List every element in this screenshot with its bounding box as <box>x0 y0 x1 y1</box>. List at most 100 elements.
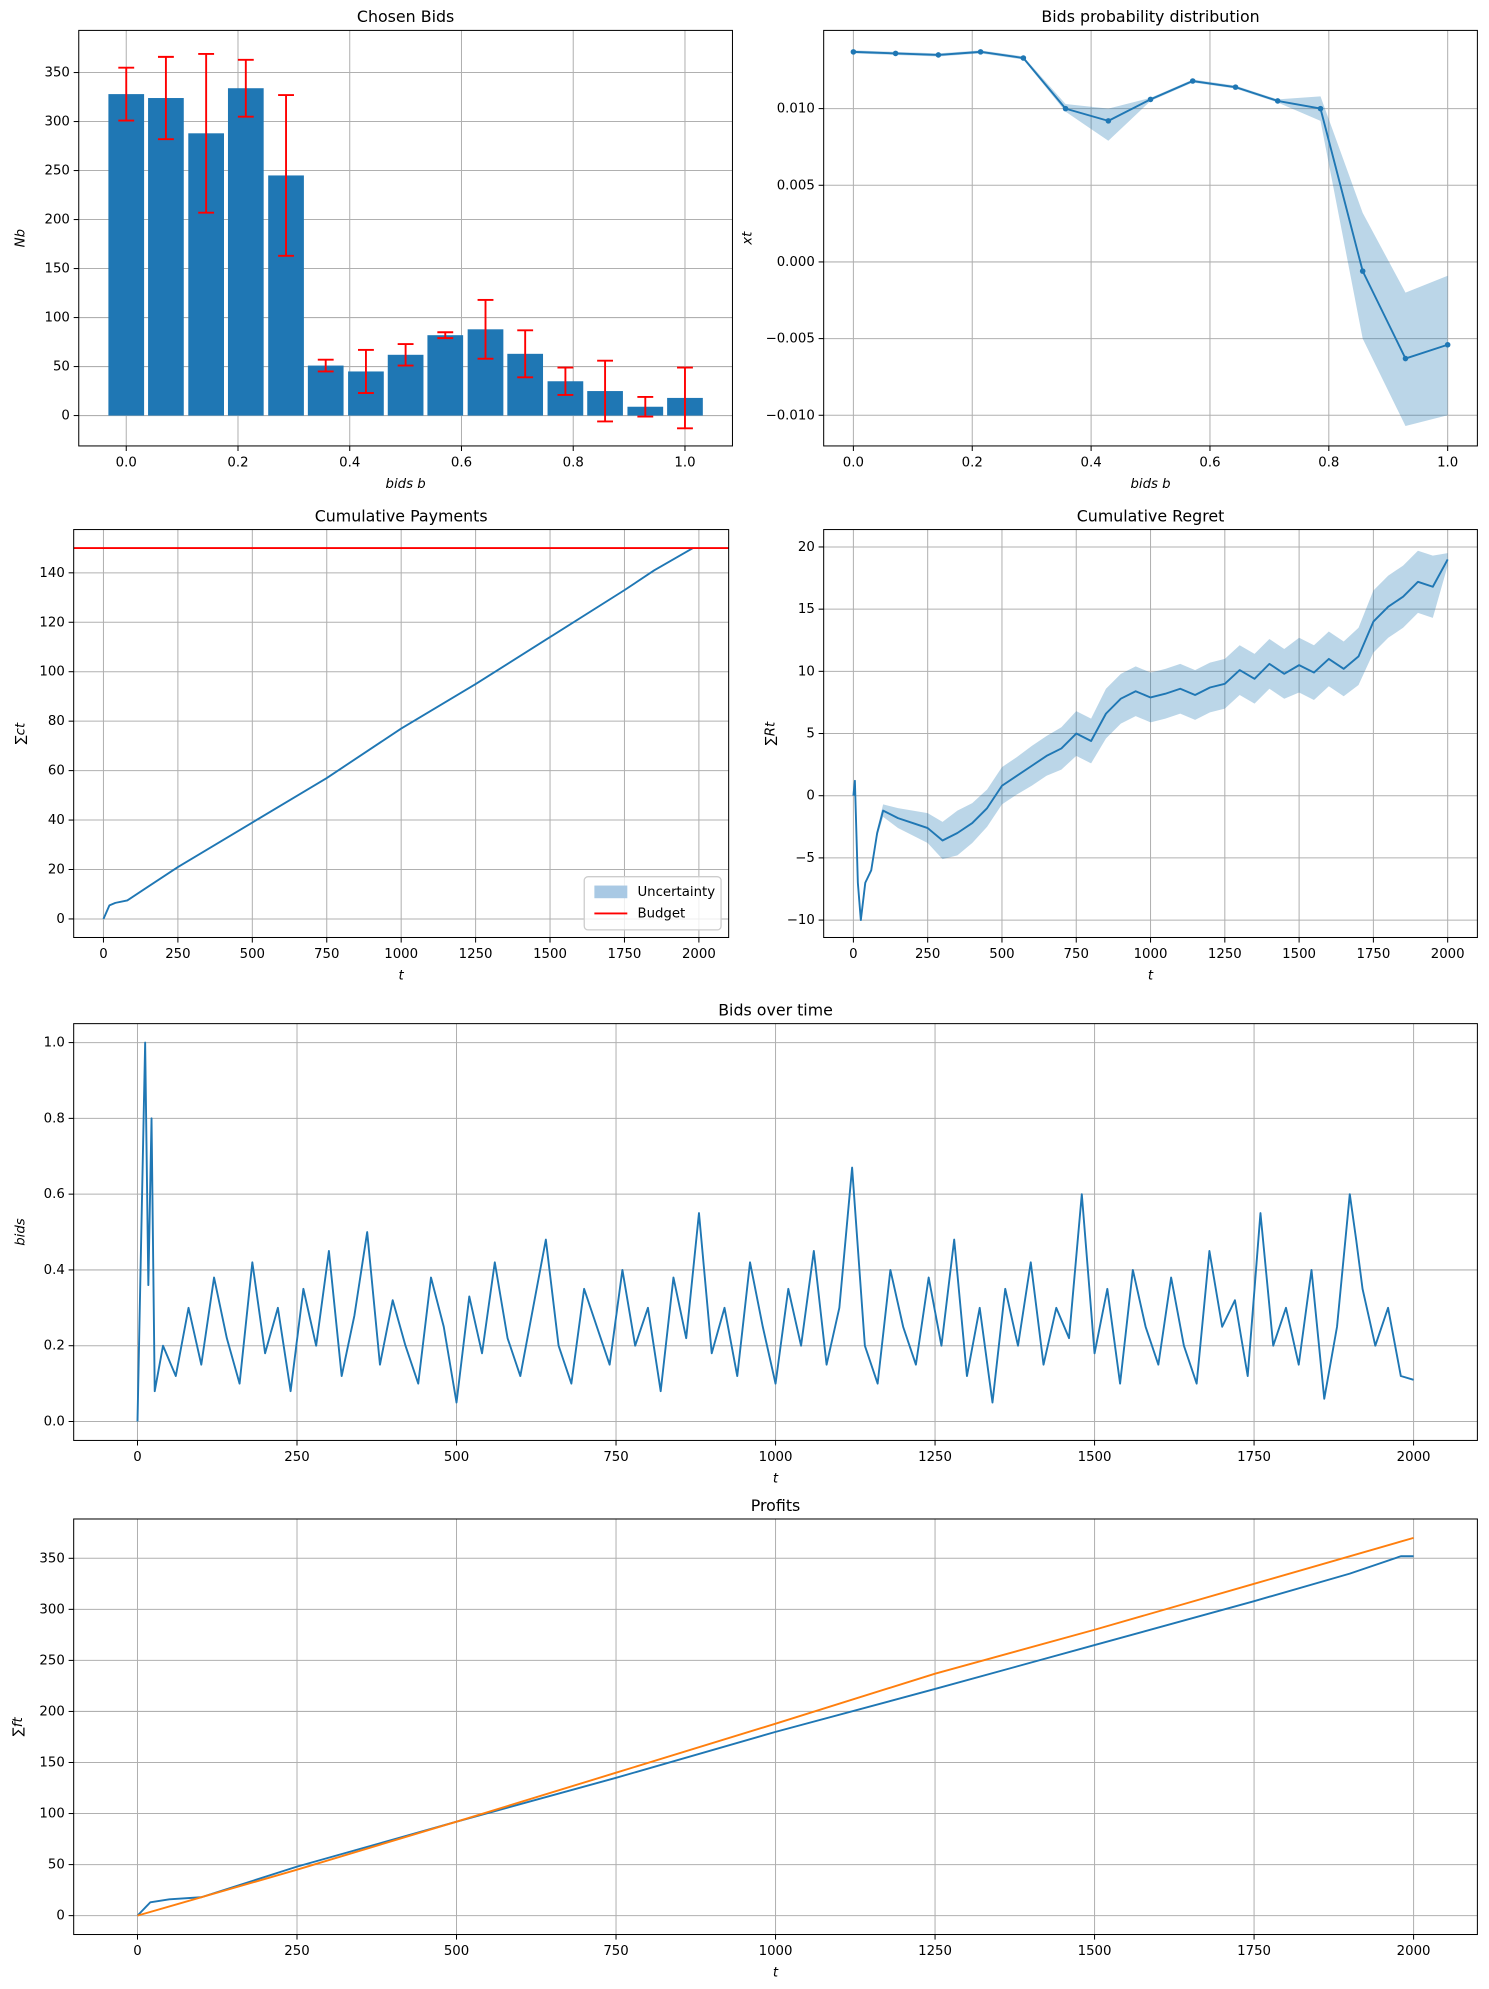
bar <box>148 98 184 416</box>
plot-area <box>850 49 1451 427</box>
line <box>136 1555 1414 1917</box>
axes-frame <box>78 29 733 447</box>
y-tick-label: 100 <box>39 665 64 680</box>
y-tick-label: 50 <box>53 360 70 375</box>
plot-area <box>852 550 1449 922</box>
y-tick-label: 0.000 <box>777 255 815 270</box>
x-tick-label: 1500 <box>1078 1944 1112 1959</box>
x-tick-label: 2000 <box>1397 1944 1431 1959</box>
point <box>1232 84 1239 90</box>
x-tick-label: 0.6 <box>451 455 472 470</box>
chart-title: Cumulative Regret <box>1077 506 1225 525</box>
x-tick-label: 1250 <box>918 1450 952 1465</box>
x-axis-label: bids b <box>1130 477 1170 492</box>
y-tick-label: 5 <box>806 727 814 742</box>
x-tick-label: 0.4 <box>1081 455 1102 470</box>
x-tick-label: 500 <box>444 1944 469 1959</box>
x-tick-label: 1500 <box>1078 1450 1112 1465</box>
y-axis-label: ∑Rt <box>763 721 778 745</box>
chart-title: Bids probability distribution <box>1041 7 1259 26</box>
axes-frame <box>823 529 1478 938</box>
x-tick-label: 2000 <box>1431 947 1465 962</box>
y-axis-label: Nb <box>13 229 28 247</box>
x-axis-label: t <box>773 1966 779 1981</box>
legend-label: Budget <box>637 906 685 921</box>
y-tick-label: 0.005 <box>777 178 815 193</box>
point <box>1359 268 1366 274</box>
y-tick-label: 100 <box>44 311 69 326</box>
plot-area <box>136 1041 1414 1422</box>
point <box>1147 96 1154 103</box>
x-tick-label: 1750 <box>1237 1450 1271 1465</box>
bar <box>427 335 464 416</box>
x-tick-label: 1500 <box>1282 947 1316 962</box>
y-tick-label: 0.0 <box>44 1414 65 1429</box>
x-tick-label: 1.0 <box>1437 455 1458 470</box>
y-axis-label: ∑ct <box>13 722 28 744</box>
y-tick-label: 50 <box>48 1858 65 1873</box>
y-tick-label: 350 <box>39 1551 64 1566</box>
y-tick-label: 0 <box>61 409 69 424</box>
y-tick-label: 10 <box>798 664 815 679</box>
x-tick-label: 0.0 <box>843 455 864 470</box>
x-tick-label: 0.8 <box>1318 455 1339 470</box>
plot-area <box>136 1536 1414 1917</box>
uncertainty-band <box>853 50 1448 427</box>
x-tick-label: 0 <box>99 947 107 962</box>
x-tick-label: 1750 <box>1356 947 1390 962</box>
x-axis-label: bids b <box>386 477 426 492</box>
x-tick-label: 1000 <box>759 1944 793 1959</box>
legend-swatch <box>594 885 628 899</box>
y-tick-label: 0.2 <box>44 1339 65 1354</box>
x-tick-label: 0.2 <box>227 455 248 470</box>
x-tick-label: 1000 <box>384 947 418 962</box>
x-tick-label: 750 <box>1064 947 1089 962</box>
x-axis-label: t <box>1148 968 1154 983</box>
chart-title: Cumulative Payments <box>315 506 488 525</box>
x-tick-label: 250 <box>284 1450 309 1465</box>
line <box>852 558 1449 922</box>
point <box>935 52 942 58</box>
y-tick-label: 200 <box>44 213 69 228</box>
line <box>136 1041 1414 1422</box>
x-tick-label: 250 <box>284 1944 309 1959</box>
x-tick-label: 0.0 <box>116 455 137 470</box>
x-tick-label: 250 <box>915 947 940 962</box>
y-tick-label: 100 <box>39 1807 64 1822</box>
y-tick-label: 0 <box>56 912 64 927</box>
y-tick-label: 40 <box>48 813 65 828</box>
x-tick-label: 500 <box>989 947 1014 962</box>
x-tick-label: 1250 <box>459 947 493 962</box>
y-tick-label: 300 <box>44 115 69 130</box>
x-tick-label: 0 <box>133 1944 141 1959</box>
y-tick-label: 0.4 <box>44 1263 65 1278</box>
x-tick-label: 2000 <box>1397 1450 1431 1465</box>
point <box>892 50 899 57</box>
y-tick-label: −10 <box>787 913 815 928</box>
y-tick-label: 140 <box>39 566 64 581</box>
y-tick-label: −5 <box>795 851 815 866</box>
y-tick-label: 0 <box>56 1909 64 1924</box>
y-tick-label: 0.010 <box>777 102 815 117</box>
point <box>1020 55 1027 61</box>
plot-area <box>108 52 703 430</box>
x-tick-label: 250 <box>165 947 190 962</box>
y-tick-label: −0.005 <box>766 332 815 347</box>
x-tick-label: 1250 <box>1208 947 1242 962</box>
y-tick-label: 0.6 <box>44 1187 65 1202</box>
bar <box>307 365 344 416</box>
x-tick-label: 750 <box>603 1450 628 1465</box>
bar <box>108 94 145 416</box>
y-axis-label: ∑ft <box>11 1717 26 1737</box>
chart-title: Chosen Bids <box>357 7 454 26</box>
x-axis-label: t <box>399 968 405 983</box>
axes-frame <box>73 1023 1478 1441</box>
chart-title: Profits <box>751 1496 801 1515</box>
axes-frame <box>823 29 1478 447</box>
bar <box>227 88 264 416</box>
y-tick-label: 0.8 <box>44 1111 65 1126</box>
x-tick-label: 1000 <box>1134 947 1168 962</box>
y-axis-label: xt <box>741 231 756 246</box>
point <box>850 49 857 55</box>
